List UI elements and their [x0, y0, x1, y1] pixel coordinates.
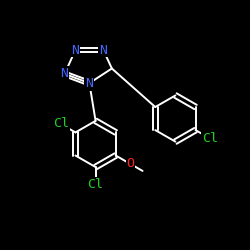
Text: N: N [86, 77, 94, 90]
Text: Cl: Cl [53, 118, 69, 130]
Text: N: N [60, 68, 68, 80]
Text: N: N [72, 44, 80, 57]
Text: O: O [126, 158, 134, 170]
Text: Cl: Cl [202, 132, 218, 145]
Text: Cl: Cl [88, 178, 104, 190]
Text: N: N [99, 44, 107, 57]
